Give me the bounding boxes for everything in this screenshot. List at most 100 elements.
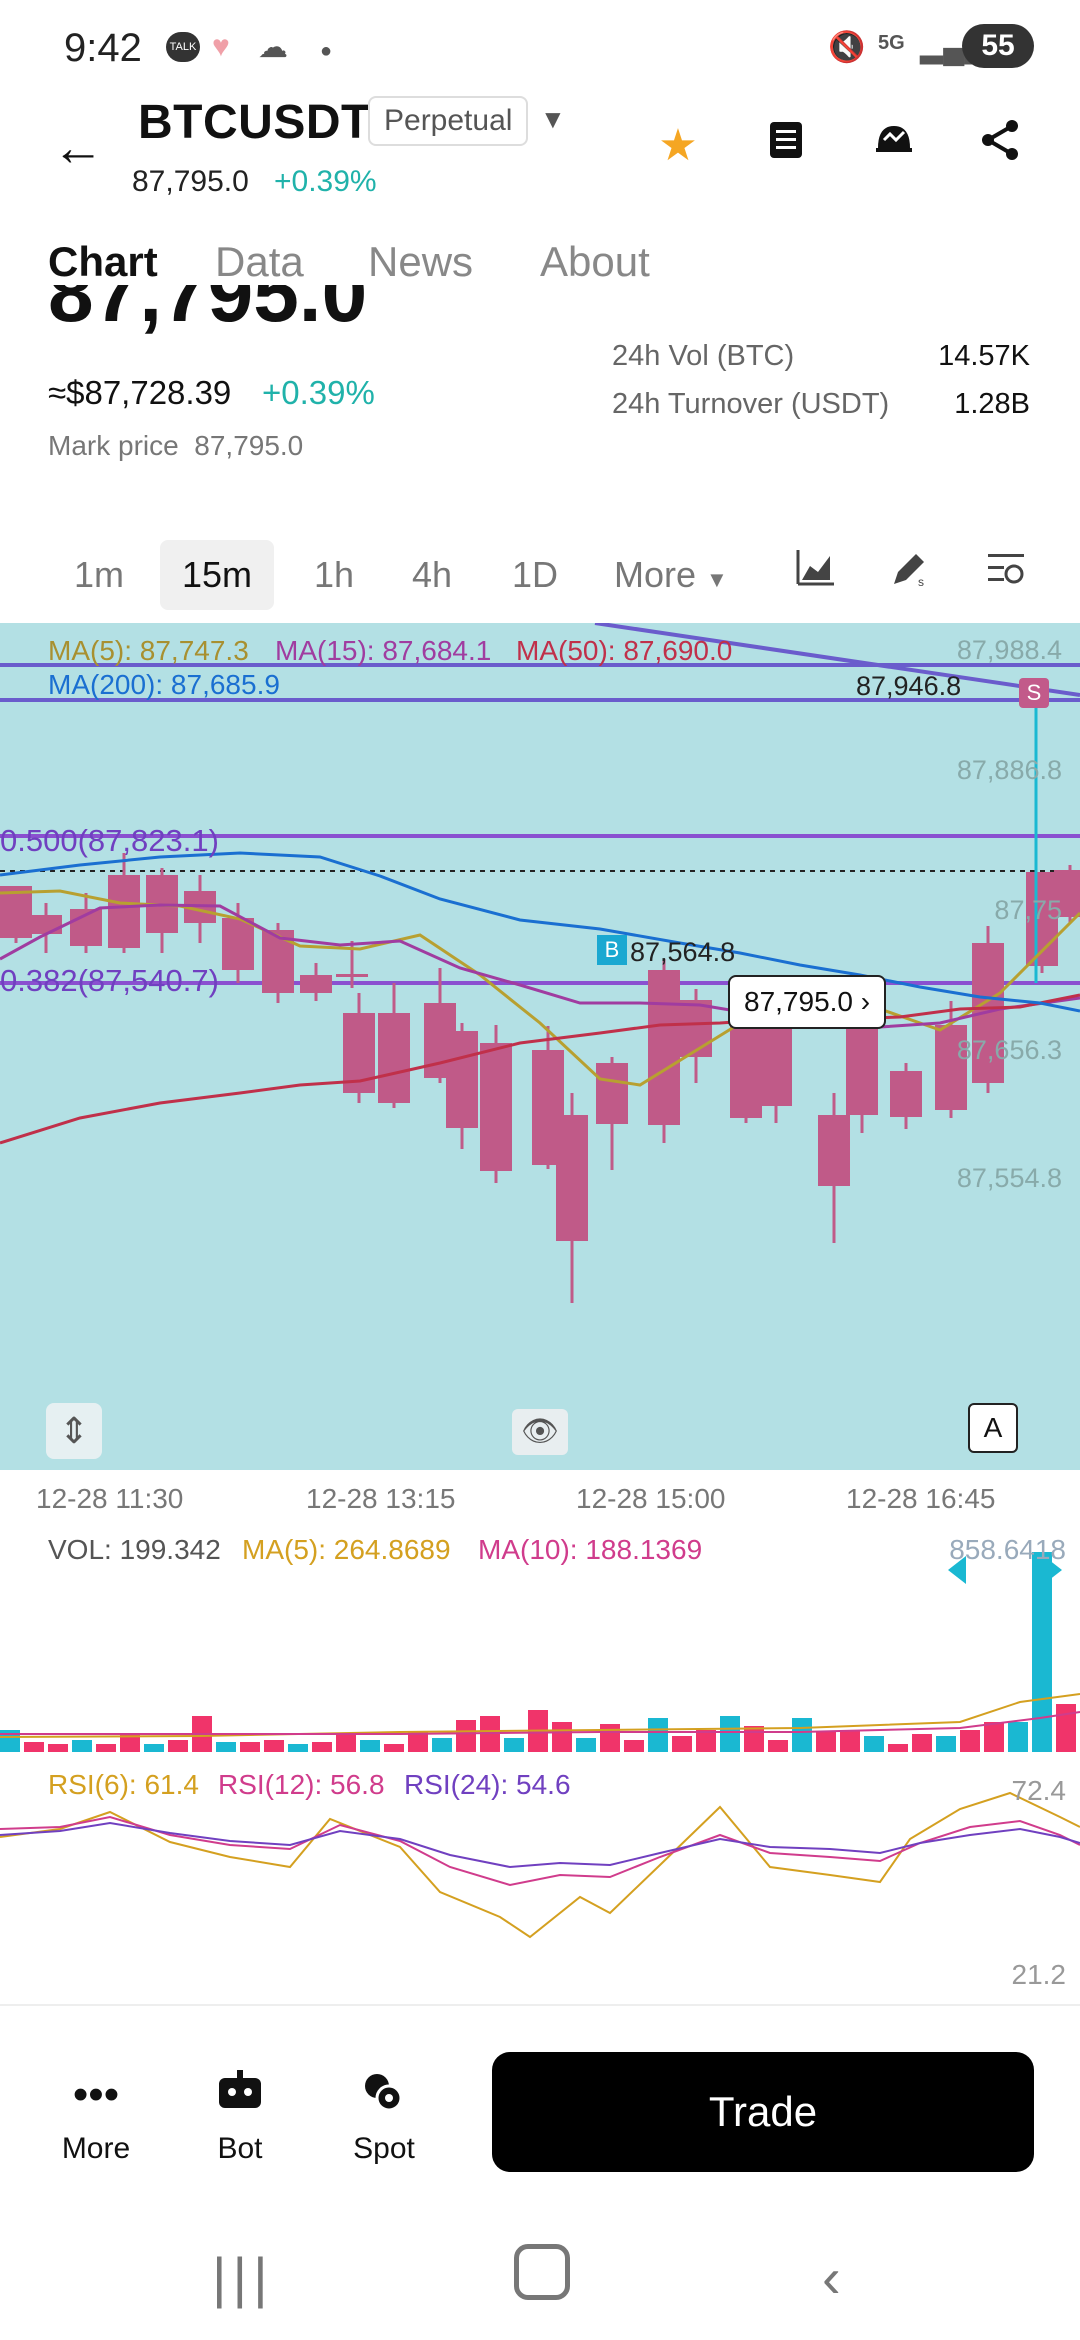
back-icon[interactable]: ← <box>52 119 104 177</box>
interval-1m[interactable]: 1m <box>74 554 125 595</box>
volume-bar <box>24 1742 44 1752</box>
volume-bar <box>552 1722 572 1752</box>
ma15-legend-label: MA(15): 87,684.1 <box>275 635 492 666</box>
share-icon[interactable] <box>972 118 1028 174</box>
volume-bar <box>936 1736 956 1752</box>
mark-price-label: Mark price <box>48 430 179 461</box>
price-axis-label: 87,75 <box>994 895 1062 925</box>
tab-chart[interactable]: Chart <box>48 238 158 285</box>
cloud-icon: ☁ <box>258 31 288 64</box>
back-nav-icon[interactable]: ‹ <box>822 2246 841 2309</box>
stat-label: 24h Vol (BTC) <box>612 340 795 372</box>
symbol-title[interactable]: BTCUSDT <box>138 96 371 149</box>
volume-bar <box>168 1740 188 1752</box>
auto-scale-button[interactable]: A <box>968 1403 1018 1453</box>
sell-marker[interactable]: S <box>1019 678 1049 708</box>
vol-axis-max: 858.6418 <box>949 1534 1066 1565</box>
heart-icon: ♥ <box>212 30 230 63</box>
star-icon[interactable]: ★ <box>658 121 698 170</box>
recent-apps-icon[interactable]: ||| <box>212 2246 274 2309</box>
price-chart[interactable]: MA(5): 87,747.3 MA(15): 87,684.1 MA(50):… <box>0 623 1080 1470</box>
volume-bar <box>768 1740 788 1752</box>
alert-icon[interactable] <box>866 118 922 174</box>
resize-icon[interactable]: ⇕ <box>46 1403 102 1459</box>
mark-price-value: 87,795.0 <box>194 430 304 461</box>
volume-bar <box>216 1742 236 1752</box>
spot-icon[interactable] <box>334 2070 434 2125</box>
time-axis-label: 12-28 11:30 <box>36 1483 184 1514</box>
volume-bar <box>672 1736 692 1752</box>
stat-label: 24h Turnover (USDT) <box>612 388 890 420</box>
interval-more-label: More <box>614 554 697 595</box>
home-icon[interactable] <box>514 2244 570 2300</box>
interval-1h[interactable]: 1h <box>314 554 355 595</box>
candle <box>1054 870 1080 917</box>
tab-about[interactable]: About <box>540 238 650 285</box>
svg-text:s: s <box>918 575 924 588</box>
chevron-down-icon[interactable]: ▼ <box>540 104 566 134</box>
volume-bar <box>264 1740 284 1752</box>
tab-news[interactable]: News <box>368 238 474 285</box>
volume-bar <box>840 1730 860 1752</box>
price-axis-label: 87,988.4 <box>956 635 1062 665</box>
current-price-tag[interactable]: 87,795.0 › <box>728 975 887 1029</box>
eye-icon[interactable]: 👁 <box>512 1409 568 1455</box>
mute-icon: 🔇 <box>828 31 866 64</box>
ma200-legend: MA(200): 87,685.9 <box>48 669 280 701</box>
candle <box>935 1025 967 1110</box>
draw-icon[interactable]: s <box>890 548 930 598</box>
header-change: +0.39% <box>274 165 377 198</box>
volume-bar <box>648 1718 668 1752</box>
volume-bar <box>696 1730 716 1752</box>
rsi6-legend: RSI(6): 61.4 <box>48 1769 199 1800</box>
candle <box>446 1031 478 1128</box>
stat-value: 14.57K <box>938 340 1030 372</box>
volume-bar <box>456 1720 476 1752</box>
volume-bar <box>744 1726 764 1752</box>
settings-icon[interactable] <box>986 548 1026 598</box>
last-price-value: 87,795.0 <box>48 285 368 335</box>
tab-data[interactable]: Data <box>215 238 304 285</box>
battery-icon: 55 <box>962 24 1034 68</box>
contract-type-badge[interactable]: Perpetual <box>368 96 529 146</box>
nav-more-label[interactable]: More <box>61 2132 131 2165</box>
time-axis-label: 12-28 13:15 <box>306 1483 456 1514</box>
ma5-legend: MA(5): 87,747.3 <box>48 635 249 667</box>
volume-bar <box>144 1744 164 1752</box>
interval-1d[interactable]: 1D <box>512 554 559 595</box>
candle <box>378 1013 410 1103</box>
volume-bar <box>1056 1704 1076 1752</box>
buy-marker[interactable]: B <box>597 935 627 965</box>
current-price-value: 87,795.0 <box>744 986 853 1017</box>
trade-button[interactable]: Trade <box>492 2052 1034 2172</box>
ma200-legend-label: MA(200): 87,685.9 <box>48 669 280 700</box>
chart-type-icon[interactable] <box>796 548 836 598</box>
rsi-axis-max: 72.4 <box>1011 1775 1067 1806</box>
bot-icon[interactable] <box>190 2070 290 2125</box>
volume-panel[interactable]: VOL: 199.342 MA(5): 264.8689 MA(10): 188… <box>0 1522 1080 1757</box>
ma50-legend-label: MA(50): 87,690.0 <box>516 635 733 666</box>
candle <box>818 1115 850 1186</box>
vol-ma10-line <box>0 1711 1080 1735</box>
volume-bar <box>864 1736 884 1752</box>
candle <box>222 918 254 970</box>
candle <box>890 1071 922 1117</box>
volume-bar <box>336 1734 356 1752</box>
nav-bot-label[interactable]: Bot <box>217 2132 263 2165</box>
fib-upper-label: 0.500(87,823.1) <box>0 823 219 858</box>
last-price: 87,795.0 <box>48 285 367 335</box>
nav-spot-label[interactable]: Spot <box>353 2132 415 2165</box>
order-book-icon[interactable] <box>758 118 814 174</box>
ma5-legend-label: MA(5): 87,747.3 <box>48 635 249 666</box>
fib-lower-label: 0.382(87,540.7) <box>0 963 219 998</box>
interval-15m[interactable]: 15m <box>160 540 275 610</box>
interval-more[interactable]: More ▼ <box>592 540 750 610</box>
volume-bar <box>888 1744 908 1752</box>
candlestick-chart[interactable] <box>0 623 1080 1470</box>
volume-bar <box>288 1744 308 1752</box>
more-icon[interactable]: ••• <box>72 2070 120 2119</box>
volume-bar <box>0 1730 20 1752</box>
interval-4h[interactable]: 4h <box>412 554 453 595</box>
rsi-panel[interactable]: RSI(6): 61.4 RSI(12): 56.8 RSI(24): 54.6… <box>0 1757 1080 2000</box>
volume-bar <box>720 1716 740 1752</box>
